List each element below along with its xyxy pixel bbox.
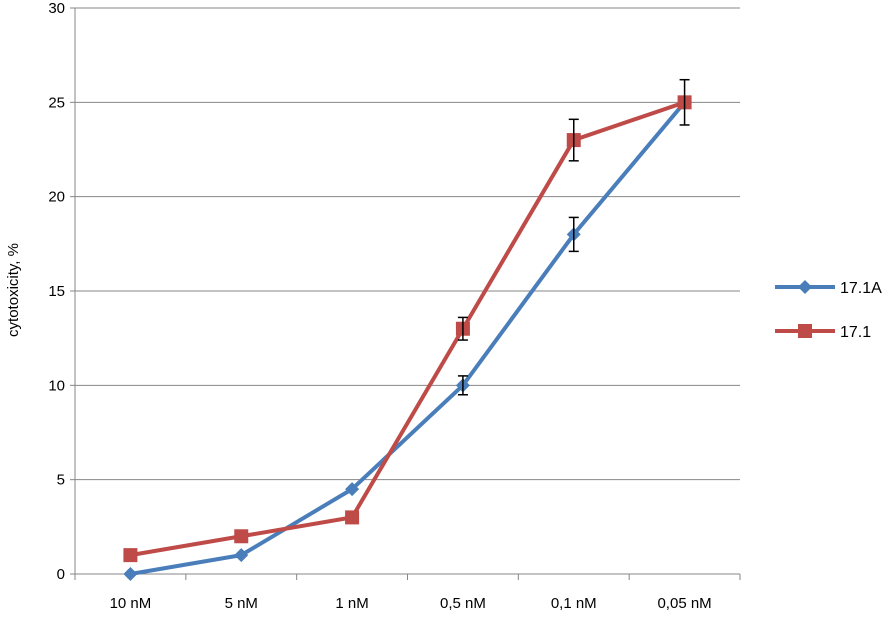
data-point: [123, 567, 138, 581]
x-tick-labels: 10 nM 5 nM 1 nM 0,5 nM 0,1 nM 0,05 nM: [110, 595, 712, 612]
series-17-1A: [123, 95, 692, 581]
y-tick-labels: 0 5 10 15 20 25 30: [48, 0, 65, 583]
data-point: [798, 324, 812, 338]
x-tick-label: 0,1 nM: [551, 595, 597, 612]
x-tick-label: 1 nM: [335, 595, 368, 612]
y-tick-label: 15: [48, 283, 65, 300]
y-tick-label: 10: [48, 377, 65, 394]
legend-item: 17.1A: [775, 280, 882, 297]
y-tick-label: 5: [57, 472, 65, 489]
y-tick-label: 25: [48, 94, 65, 111]
x-tick-label: 0,05 nM: [657, 595, 711, 612]
legend-label: 17.1: [840, 324, 871, 341]
series-line: [130, 100, 686, 558]
y-tick-label: 20: [48, 189, 65, 206]
x-tick-label: 5 nM: [225, 595, 258, 612]
y-axis-label: cytotoxicity, %: [5, 243, 22, 337]
series-17-1: [123, 78, 692, 563]
data-point: [234, 529, 249, 544]
data-point: [123, 548, 138, 563]
legend-label: 17.1A: [840, 280, 882, 297]
gridlines: [75, 7, 740, 481]
x-tick-label: 0,5 nM: [440, 595, 486, 612]
series: [123, 78, 692, 581]
data-point: [234, 548, 249, 563]
legend-item: 17.1: [775, 324, 871, 341]
legend: 17.1A 17.1: [775, 280, 882, 341]
axes: [70, 7, 741, 580]
data-point: [798, 280, 812, 294]
y-tick-label: 0: [57, 566, 65, 583]
x-tick-label: 10 nM: [110, 595, 152, 612]
y-tick-label: 30: [48, 0, 65, 17]
data-point: [345, 482, 360, 497]
series-line: [130, 101, 687, 576]
data-point: [345, 510, 360, 525]
